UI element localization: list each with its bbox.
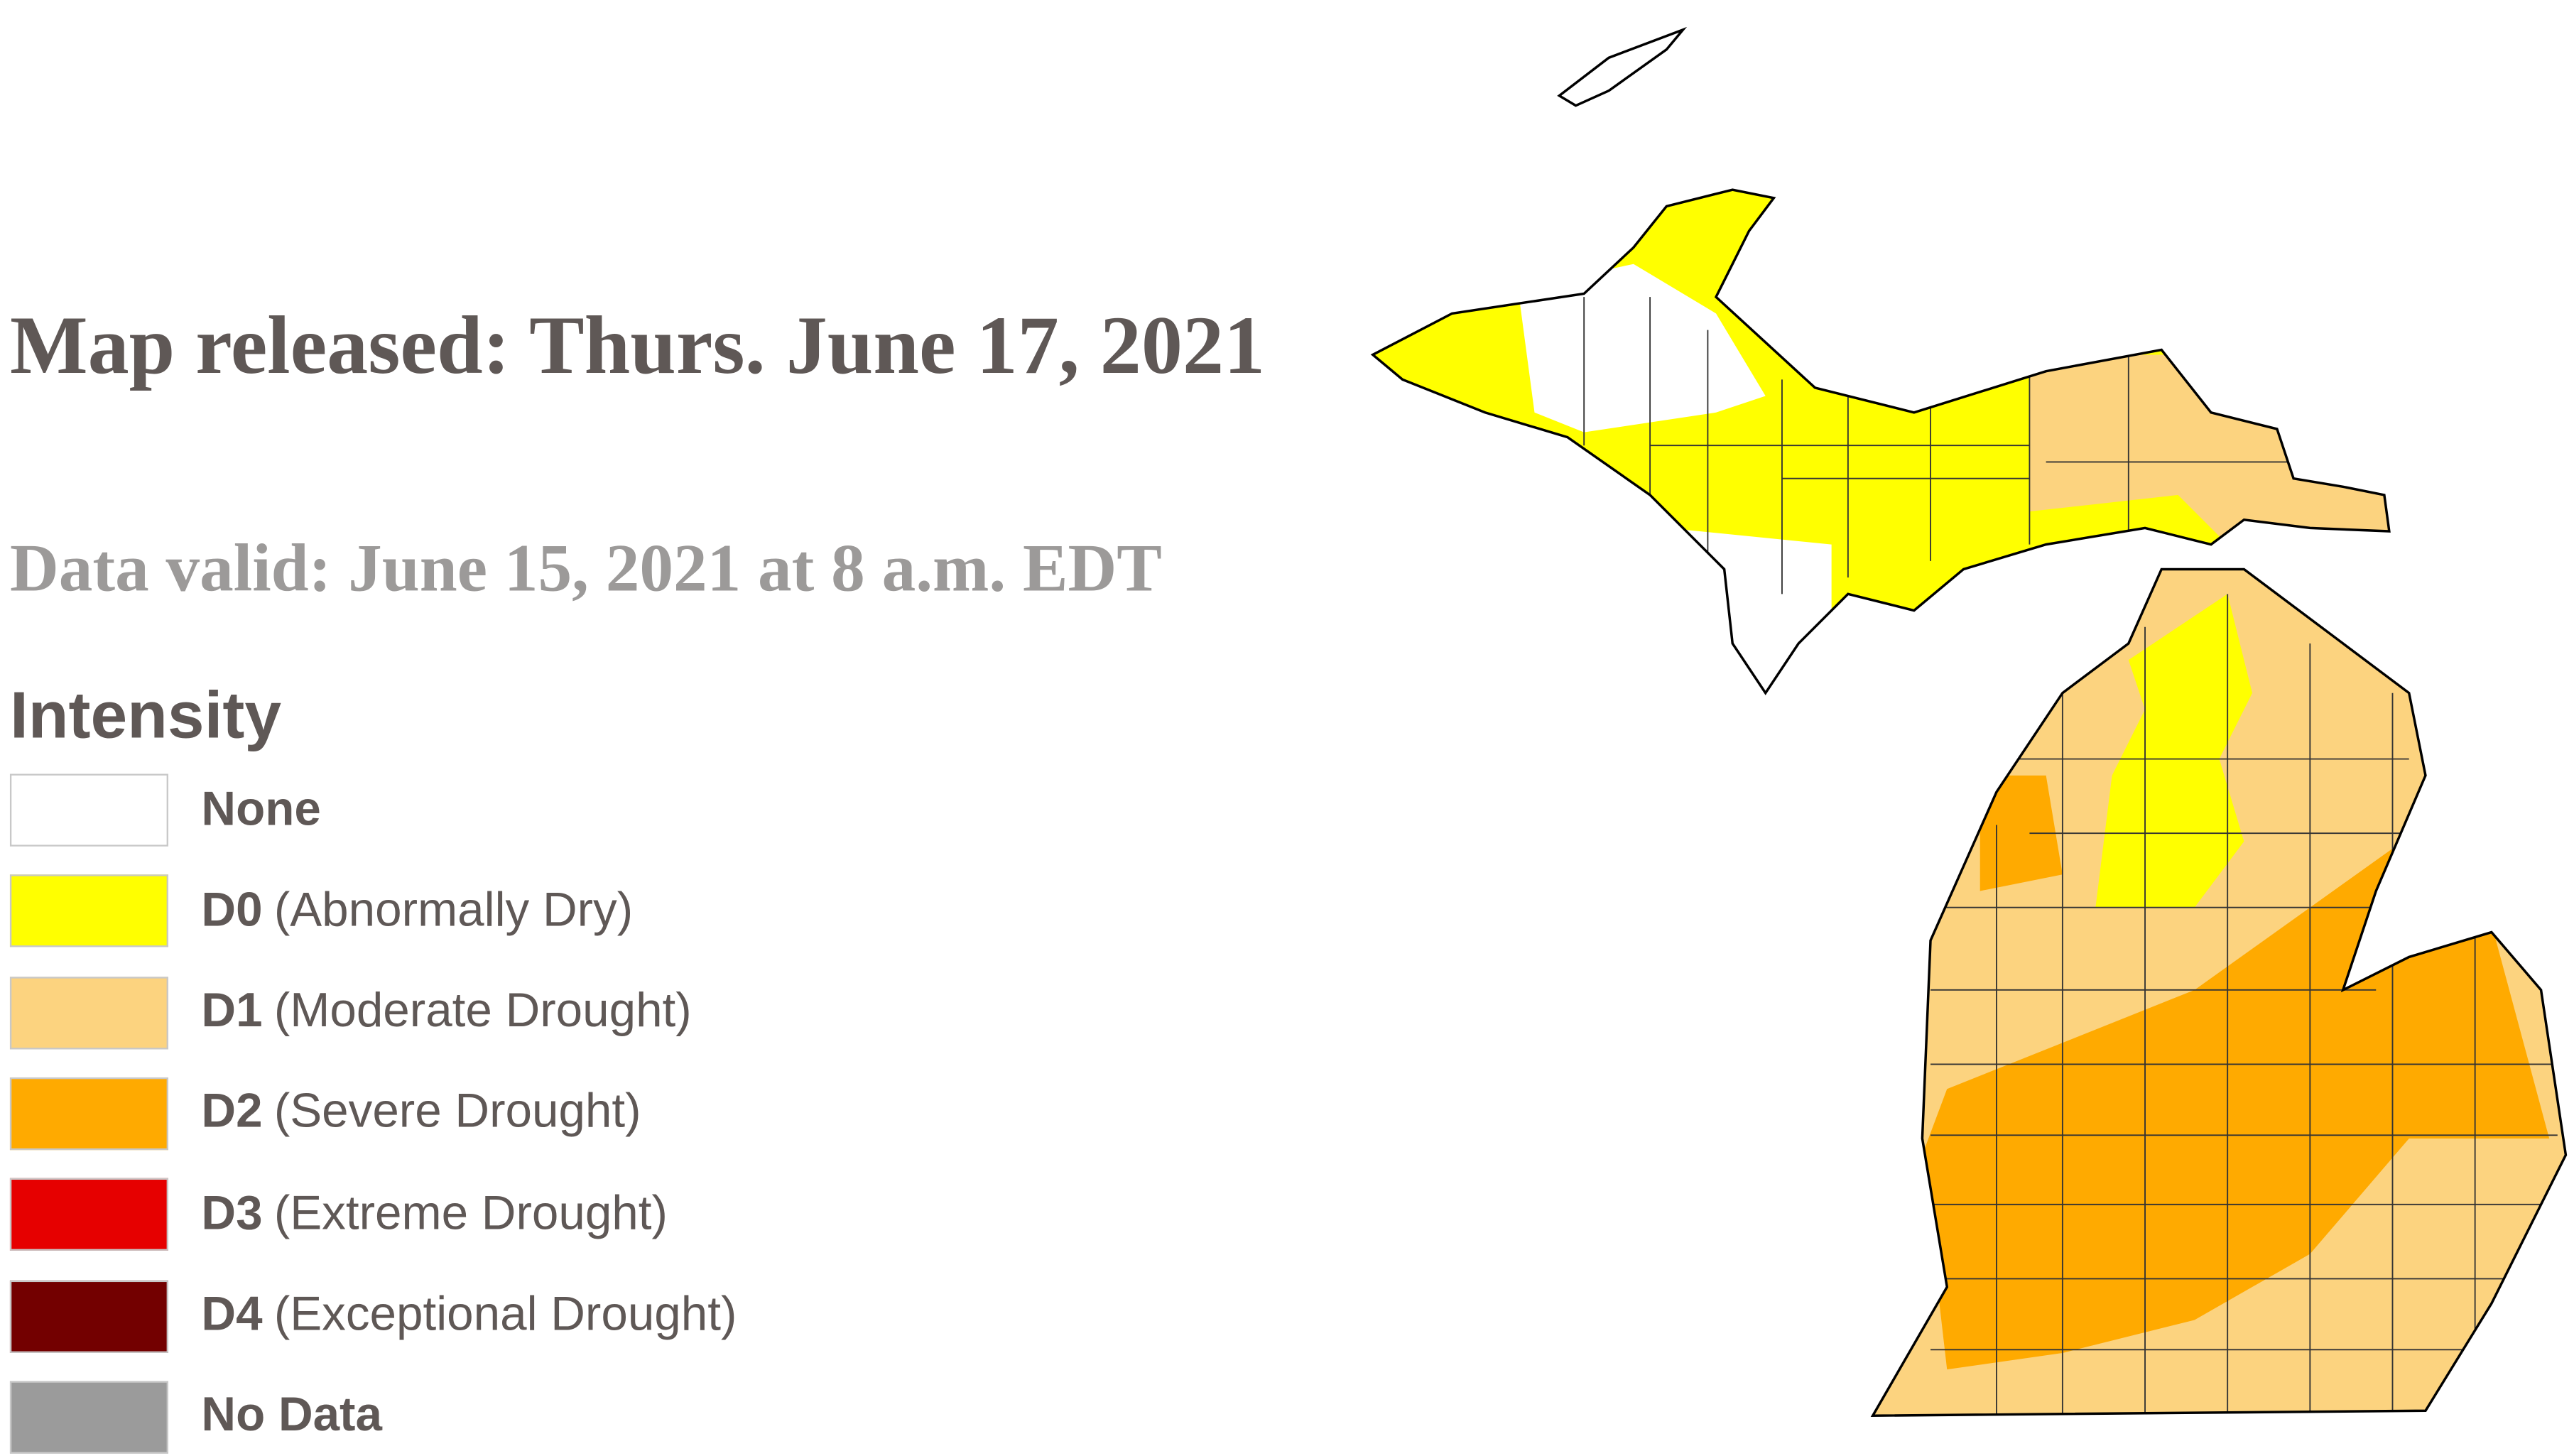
lower-peninsula: [1872, 569, 2566, 1416]
legend-item: None: [9, 772, 332, 848]
legend-swatch: [9, 874, 168, 948]
legend-code: D3: [201, 1187, 263, 1241]
legend-description: (Exceptional Drought): [273, 1288, 737, 1342]
legend-code: None: [201, 783, 321, 836]
legend-description: (Severe Drought): [273, 1086, 641, 1139]
legend-item: D2 (Severe Drought): [9, 1075, 641, 1151]
legend-swatch: [9, 1380, 168, 1454]
subtitle: Data valid: June 15, 2021 at 8 a.m. EDT: [9, 529, 1162, 606]
legend-item: D4 (Exceptional Drought): [9, 1278, 737, 1354]
outline: [1370, 188, 2391, 695]
legend-code: No Data: [201, 1389, 382, 1443]
legend-description: (Abnormally Dry): [273, 884, 634, 938]
legend-code: D4: [201, 1288, 263, 1342]
legend-description: (Extreme Drought): [273, 1187, 668, 1241]
legend-item: D0 (Abnormally Dry): [9, 874, 634, 950]
legend-title: Intensity: [9, 680, 282, 753]
legend-item: D3 (Extreme Drought): [9, 1177, 668, 1253]
legend-item: D1 (Moderate Drought): [9, 974, 692, 1050]
legend-swatch: [9, 1279, 168, 1352]
legend-code: D1: [201, 985, 263, 1038]
legend-swatch: [9, 773, 168, 847]
legend-swatch: [9, 976, 168, 1049]
legend-code: D0: [201, 884, 263, 938]
legend-swatch: [9, 1178, 168, 1251]
legend-item: No Data: [9, 1379, 393, 1455]
outline: [1870, 567, 2568, 1417]
legend-description: (Moderate Drought): [273, 985, 692, 1038]
legend-code: D2: [201, 1086, 263, 1139]
legend-swatch: [9, 1077, 168, 1150]
isle-royale: [1557, 26, 1688, 107]
title: Map released: Thurs. June 17, 2021: [9, 298, 1266, 391]
